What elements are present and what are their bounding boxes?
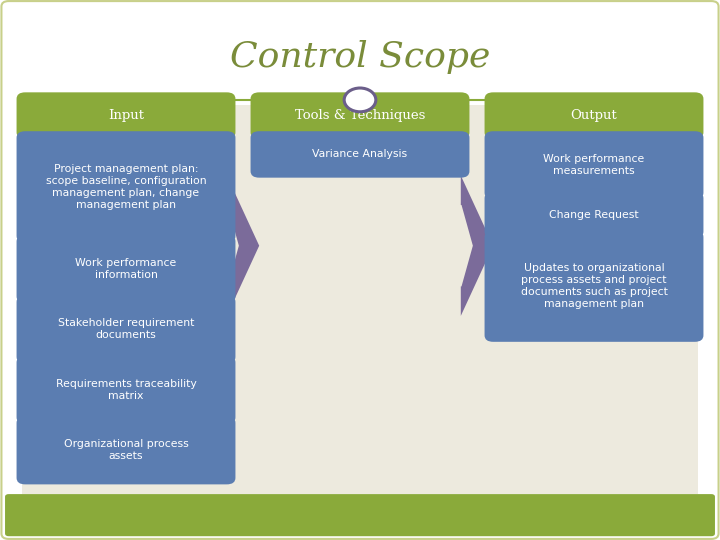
Circle shape (344, 88, 376, 112)
Text: Output: Output (571, 109, 617, 122)
FancyBboxPatch shape (251, 131, 469, 178)
FancyBboxPatch shape (5, 494, 715, 536)
FancyBboxPatch shape (17, 356, 235, 424)
FancyBboxPatch shape (485, 92, 703, 139)
Text: Tools & Techniques: Tools & Techniques (294, 109, 426, 122)
Text: Work performance
measurements: Work performance measurements (544, 154, 644, 176)
FancyBboxPatch shape (17, 416, 235, 484)
FancyBboxPatch shape (485, 131, 703, 199)
Polygon shape (227, 176, 259, 316)
Text: Variance Analysis: Variance Analysis (312, 150, 408, 159)
FancyBboxPatch shape (17, 235, 235, 303)
FancyBboxPatch shape (485, 231, 703, 342)
FancyBboxPatch shape (251, 92, 469, 139)
FancyBboxPatch shape (17, 92, 235, 139)
Text: Stakeholder requirement
documents: Stakeholder requirement documents (58, 319, 194, 340)
Text: Work performance
information: Work performance information (76, 258, 176, 280)
Text: Requirements traceability
matrix: Requirements traceability matrix (55, 379, 197, 401)
Text: Control Scope: Control Scope (230, 40, 490, 73)
Text: Input: Input (108, 109, 144, 122)
Text: Change Request: Change Request (549, 210, 639, 220)
FancyBboxPatch shape (485, 192, 703, 238)
Text: Organizational process
assets: Organizational process assets (63, 440, 189, 461)
Polygon shape (461, 176, 493, 316)
FancyBboxPatch shape (17, 131, 235, 242)
Text: Project management plan:
scope baseline, configuration
management plan, change
m: Project management plan: scope baseline,… (45, 164, 207, 210)
FancyBboxPatch shape (17, 295, 235, 363)
FancyBboxPatch shape (22, 105, 698, 494)
Text: Updates to organizational
process assets and project
documents such as project
m: Updates to organizational process assets… (521, 263, 667, 309)
